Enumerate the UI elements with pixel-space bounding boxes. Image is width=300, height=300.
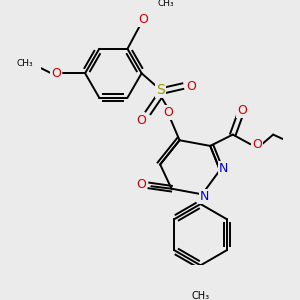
- Text: CH₃: CH₃: [16, 59, 33, 68]
- Text: CH₃: CH₃: [157, 0, 174, 8]
- Text: O: O: [163, 106, 173, 119]
- Text: CH₃: CH₃: [191, 291, 210, 300]
- Text: O: O: [136, 178, 146, 191]
- Text: N: N: [219, 162, 229, 175]
- Text: S: S: [156, 83, 164, 97]
- Text: N: N: [200, 190, 209, 203]
- Text: O: O: [237, 104, 247, 117]
- Text: O: O: [137, 114, 146, 128]
- Text: O: O: [252, 138, 262, 151]
- Text: O: O: [186, 80, 196, 93]
- Text: O: O: [138, 13, 148, 26]
- Text: O: O: [51, 67, 61, 80]
